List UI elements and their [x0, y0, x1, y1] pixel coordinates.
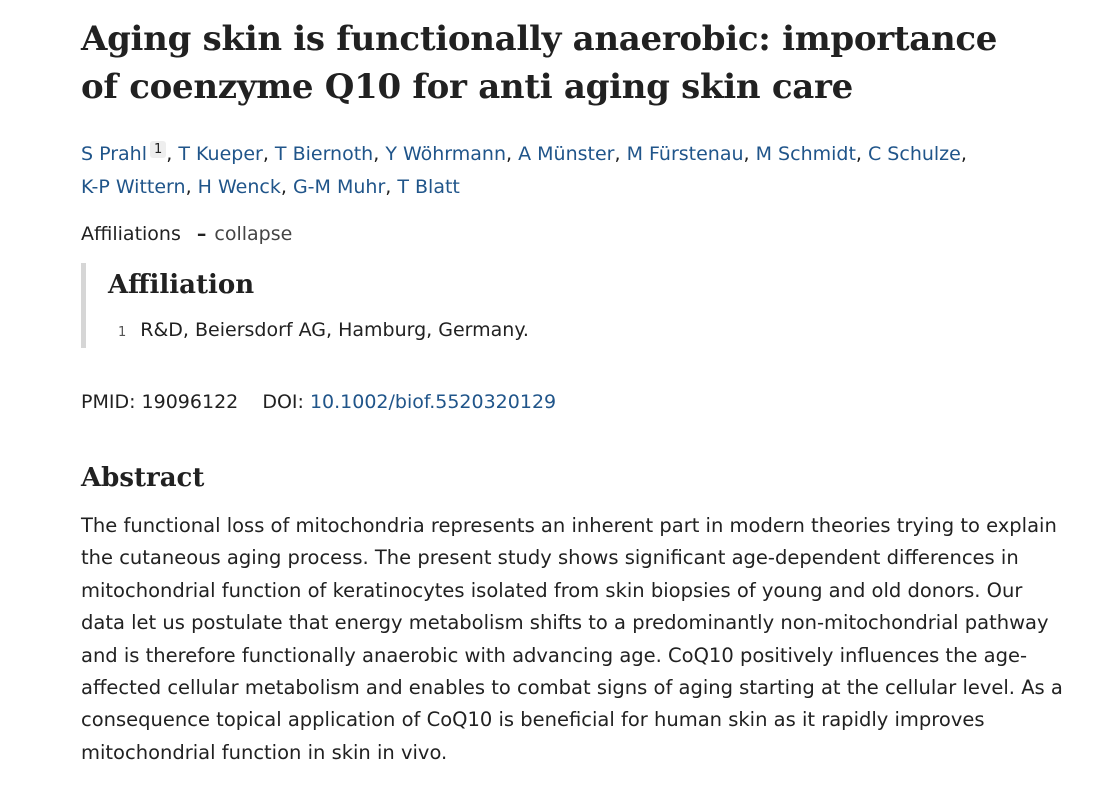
abstract-heading: Abstract: [81, 463, 205, 493]
affiliations-toggle: Affiliations – collapse: [81, 220, 1071, 248]
article-page: Aging skin is functionally anaerobic: im…: [81, 0, 1071, 769]
pmid-label: PMID:: [81, 391, 136, 413]
author-link[interactable]: M Fürstenau: [626, 143, 744, 165]
affiliation-item: 1 R&D, Beiersdorf AG, Hamburg, Germany.: [108, 317, 808, 346]
affiliation-panel: Affiliation 1 R&D, Beiersdorf AG, Hambur…: [81, 263, 808, 348]
pmid-value: 19096122: [141, 391, 239, 413]
author-link[interactable]: Y Wöhrmann: [385, 143, 507, 165]
author-link[interactable]: A Münster: [518, 143, 615, 165]
affiliation-text: R&D, Beiersdorf AG, Hamburg, Germany.: [140, 319, 529, 341]
author-link[interactable]: T Kueper: [178, 143, 263, 165]
author-link[interactable]: T Blatt: [397, 176, 460, 198]
author-link[interactable]: T Biernoth: [274, 143, 374, 165]
article-title: Aging skin is functionally anaerobic: im…: [81, 19, 998, 107]
author-link[interactable]: H Wenck: [197, 176, 281, 198]
author-link[interactable]: S Prahl 1: [81, 140, 167, 165]
author-list: S Prahl 1, T Kueper, T Biernoth, Y Wöhrma…: [81, 140, 967, 198]
doi-link[interactable]: 10.1002/biof.5520320129: [309, 391, 557, 413]
abstract-text: The functional loss of mitochondria repr…: [81, 514, 1063, 764]
article-identifiers: PMID: 19096122 DOI: 10.1002/biof.5520320…: [81, 388, 1071, 416]
affiliations-label: Affiliations: [81, 223, 181, 245]
doi-label: DOI:: [262, 391, 304, 413]
author-link[interactable]: K-P Wittern: [81, 176, 186, 198]
collapse-icon[interactable]: –: [196, 223, 207, 245]
author-link[interactable]: G-M Muhr: [292, 176, 386, 198]
author-link[interactable]: M Schmidt: [755, 143, 856, 165]
author-name: S Prahl: [81, 143, 147, 165]
collapse-button[interactable]: collapse: [214, 223, 293, 245]
affiliation-ref[interactable]: 1: [150, 140, 167, 158]
affiliation-number: 1: [118, 325, 127, 340]
author-link[interactable]: C Schulze: [868, 143, 961, 165]
affiliation-heading: Affiliation: [108, 270, 255, 300]
